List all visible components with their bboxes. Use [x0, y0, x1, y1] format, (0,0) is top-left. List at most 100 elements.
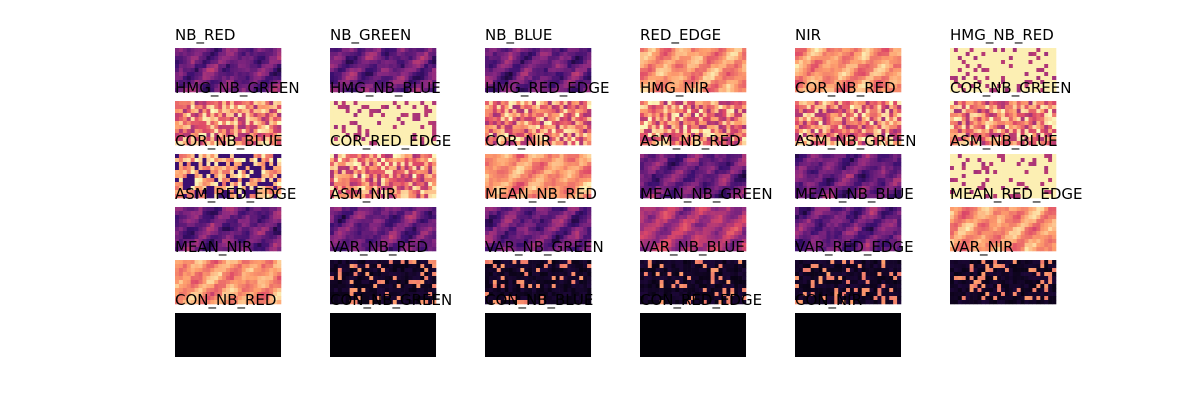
image-cell — [814, 170, 819, 175]
image-cell — [500, 80, 505, 85]
image-cell — [563, 64, 568, 69]
image-cell — [647, 194, 653, 199]
image-cell — [543, 141, 549, 146]
image-cell — [1020, 68, 1025, 73]
image-cell — [253, 178, 258, 183]
image-cell — [897, 174, 902, 179]
image-cell — [337, 125, 343, 130]
image-cell — [539, 166, 545, 171]
image-cell — [420, 105, 425, 110]
image-cell — [277, 182, 282, 187]
image-cell — [698, 194, 704, 199]
image-cell — [997, 68, 1002, 73]
image-cell — [643, 190, 649, 195]
image-cell — [1008, 64, 1014, 69]
image-cell — [424, 170, 429, 175]
image-cell — [981, 68, 986, 73]
image-cell — [694, 186, 700, 191]
image-cell — [981, 141, 986, 146]
image-cell — [269, 178, 274, 183]
image-cell — [861, 60, 866, 65]
image-cell — [253, 80, 258, 85]
image-cell — [1044, 64, 1049, 69]
image-cell — [563, 182, 568, 187]
image-cell — [488, 117, 494, 122]
image-cell — [1048, 137, 1053, 142]
image-cell — [559, 121, 564, 126]
image-cell — [273, 105, 278, 110]
image-cell — [806, 52, 812, 57]
image-cell — [229, 133, 235, 138]
image-cell — [218, 80, 223, 85]
image-cell — [492, 113, 498, 118]
image-cell — [687, 64, 692, 69]
image-cell — [814, 182, 819, 187]
image-cell — [206, 178, 211, 183]
image-cell — [222, 60, 227, 65]
image-cell — [893, 64, 898, 69]
image-cell — [810, 76, 815, 81]
image-cell — [265, 141, 270, 146]
image-cell — [849, 84, 855, 89]
image-cell — [178, 158, 184, 163]
image-cell — [643, 48, 649, 53]
image-cell — [885, 170, 890, 175]
image-cell — [396, 72, 401, 77]
image-cell — [524, 48, 529, 53]
image-cell — [826, 141, 831, 146]
image-cell — [838, 125, 843, 130]
image-cell — [504, 125, 509, 130]
image-cell — [520, 109, 525, 114]
image-cell — [377, 129, 382, 134]
image-cell — [993, 105, 998, 110]
image-cell — [229, 64, 235, 69]
image-cell — [277, 125, 282, 130]
image-cell — [424, 137, 429, 142]
image-cell — [547, 194, 553, 199]
image-cell — [810, 72, 815, 77]
image-cell — [539, 68, 545, 73]
image-cell — [214, 76, 219, 81]
image-cell — [993, 121, 998, 126]
image-cell — [396, 76, 401, 81]
image-cell — [333, 68, 339, 73]
image-cell — [640, 117, 645, 122]
image-cell — [384, 186, 390, 191]
image-cell — [698, 141, 704, 146]
image-cell — [408, 158, 413, 163]
image-cell — [1024, 129, 1029, 134]
image-cell — [500, 56, 505, 61]
image-cell — [730, 129, 735, 134]
image-cell — [857, 137, 863, 142]
image-cell — [563, 162, 568, 167]
image-cell — [226, 194, 231, 199]
image-cell — [233, 105, 239, 110]
image-cell — [675, 76, 680, 81]
image-cell — [416, 190, 421, 195]
image-cell — [869, 68, 874, 73]
image-cell — [965, 113, 970, 118]
image-cell — [710, 166, 715, 171]
image-cell — [245, 117, 250, 122]
image-cell — [508, 154, 513, 159]
image-cell — [512, 113, 517, 118]
image-cell — [1024, 72, 1029, 77]
image-cell — [655, 174, 660, 179]
image-cell — [679, 80, 684, 85]
image-cell — [583, 190, 588, 195]
image-cell — [214, 194, 219, 199]
image-cell — [186, 141, 192, 146]
image-cell — [640, 125, 645, 130]
image-cell — [202, 186, 207, 191]
image-cell — [392, 117, 398, 122]
image-cell — [175, 48, 180, 53]
image-cell — [1012, 105, 1018, 110]
image-cell — [663, 117, 668, 122]
image-cell — [424, 186, 429, 191]
image-cell — [575, 113, 580, 118]
image-cell — [563, 129, 568, 134]
image-cell — [849, 64, 855, 69]
image-cell — [496, 117, 502, 122]
image-cell — [647, 101, 653, 106]
image-cell — [361, 48, 366, 53]
